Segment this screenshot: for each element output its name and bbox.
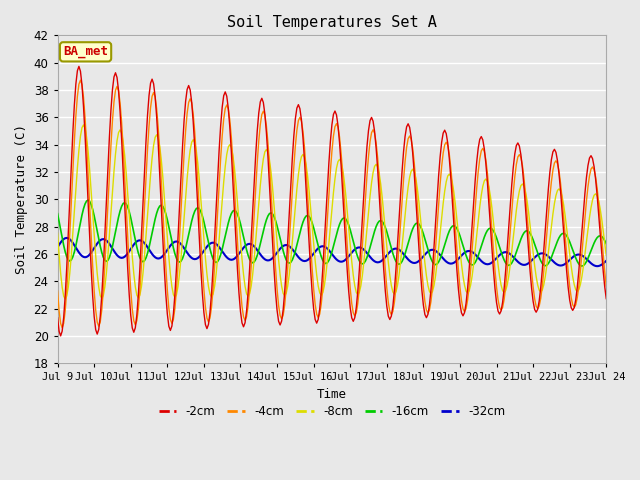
Text: BA_met: BA_met: [63, 45, 108, 59]
X-axis label: Time: Time: [317, 388, 347, 401]
Legend: -2cm, -4cm, -8cm, -16cm, -32cm: -2cm, -4cm, -8cm, -16cm, -32cm: [154, 401, 510, 423]
Title: Soil Temperatures Set A: Soil Temperatures Set A: [227, 15, 437, 30]
Y-axis label: Soil Temperature (C): Soil Temperature (C): [15, 124, 28, 275]
